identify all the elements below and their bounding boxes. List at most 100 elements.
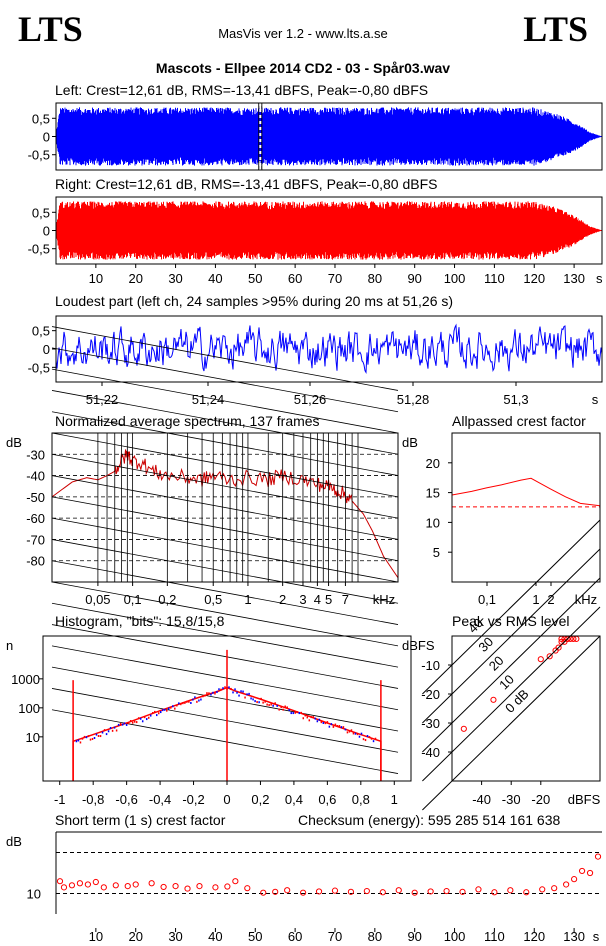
crest-point bbox=[539, 886, 546, 893]
y-tick-label: -0,5 bbox=[28, 148, 50, 163]
y-tick-label: 0,5 bbox=[32, 205, 50, 220]
crest-point bbox=[132, 881, 139, 888]
crest-point bbox=[475, 886, 482, 893]
y-tick-label: -30 bbox=[26, 447, 45, 462]
crest-point bbox=[212, 884, 219, 891]
crest-point bbox=[586, 869, 594, 877]
x-tick-label: 0,5 bbox=[204, 592, 222, 607]
spectrum-slope-line bbox=[51, 326, 399, 391]
crest-point bbox=[272, 888, 279, 895]
x-tick-label: kHz bbox=[575, 592, 597, 607]
crest-point bbox=[379, 889, 386, 896]
x-tick-label: 40 bbox=[208, 271, 222, 286]
crest-point bbox=[571, 876, 578, 883]
x-tick-label: 40 bbox=[208, 929, 222, 944]
loudest-frame bbox=[55, 315, 603, 383]
x-tick-label: s bbox=[593, 929, 600, 944]
waveform-1 bbox=[56, 201, 602, 260]
crest-point bbox=[100, 884, 107, 891]
y-tick-label: -40 bbox=[421, 745, 440, 760]
spectrum-slope-line bbox=[51, 517, 399, 583]
crest-point bbox=[284, 887, 291, 894]
x-tick-label: -0,6 bbox=[115, 792, 137, 807]
crest-point bbox=[523, 889, 530, 896]
x-tick-label: 10 bbox=[89, 271, 103, 286]
crest-point bbox=[363, 887, 370, 895]
spectrum-title: Normalized average spectrum, 137 frames bbox=[55, 413, 320, 429]
x-tick-label: 30 bbox=[168, 271, 182, 286]
y-tick-label: 100 bbox=[18, 701, 40, 716]
y-tick-label: 0,5 bbox=[32, 324, 50, 339]
crest-point bbox=[160, 883, 167, 891]
spectrum-slope-line bbox=[51, 602, 399, 668]
y-tick-label: -80 bbox=[26, 554, 45, 569]
spectrum-slope-line bbox=[51, 666, 399, 732]
crest-point bbox=[443, 887, 450, 895]
crest-point bbox=[148, 880, 155, 887]
crest-point bbox=[224, 883, 231, 890]
x-tick-label: 30 bbox=[168, 929, 182, 944]
crest-point bbox=[507, 887, 514, 894]
x-tick-label: -0,2 bbox=[182, 792, 204, 807]
spectrum-slope-line bbox=[51, 624, 399, 689]
waveform-0 bbox=[56, 107, 602, 166]
x-tick-label: dBFS bbox=[568, 792, 601, 807]
peak-rms-point bbox=[555, 644, 562, 651]
spectrum-slope-line bbox=[51, 539, 399, 604]
spectrum-slope-line bbox=[51, 347, 399, 413]
x-tick-label: 130 bbox=[563, 271, 585, 286]
crest-point bbox=[459, 888, 466, 895]
x-tick-label: 0,1 bbox=[124, 592, 142, 607]
x-tick-label: 90 bbox=[407, 271, 421, 286]
peak-rms-point bbox=[546, 653, 553, 660]
x-tick-label: 90 bbox=[407, 929, 421, 944]
y-tick-label: 15 bbox=[426, 486, 440, 501]
crest-point bbox=[299, 889, 307, 896]
y-tick-label: 10 bbox=[27, 887, 41, 902]
y-tick-label: -20 bbox=[421, 687, 440, 702]
x-tick-label: 0,05 bbox=[85, 592, 110, 607]
crest-point bbox=[172, 883, 179, 890]
x-tick-label: -40 bbox=[472, 792, 491, 807]
right-channel-title: Right: Crest=12,61 dB, RMS=-13,41 dBFS, … bbox=[55, 176, 438, 192]
crest-point bbox=[491, 889, 498, 896]
spectrum-slope-line bbox=[51, 453, 399, 519]
x-tick-label: 51,28 bbox=[397, 392, 430, 407]
x-tick-label: 50 bbox=[248, 271, 262, 286]
y-tick-label: 10 bbox=[26, 730, 40, 745]
x-tick-label: 130 bbox=[563, 929, 585, 944]
y-tick-label: 0,5 bbox=[32, 111, 50, 126]
crest-point bbox=[112, 882, 119, 889]
y-tick-label: 0 bbox=[43, 130, 50, 145]
x-tick-label: 120 bbox=[523, 929, 545, 944]
y-tick-label: -10 bbox=[421, 658, 440, 673]
histogram-title: Histogram, "bits": 15,8/15,8 bbox=[55, 613, 225, 629]
spectrum-trace bbox=[52, 449, 398, 579]
x-tick-label: 0,2 bbox=[251, 792, 269, 807]
y-tick-label: -0,5 bbox=[28, 242, 50, 257]
left-channel-title: Left: Crest=12,61 dB, RMS=-13,41 dBFS, P… bbox=[55, 82, 429, 98]
spectrum-frame bbox=[51, 432, 399, 583]
peak-rms-diagonal bbox=[422, 519, 601, 695]
crest-point bbox=[56, 878, 64, 885]
peak-rms-plot bbox=[460, 636, 580, 732]
loudest-zoom bbox=[56, 323, 602, 374]
spectrum-slope-line bbox=[51, 411, 399, 476]
x-tick-label: -20 bbox=[531, 792, 550, 807]
x-tick-label: 51,24 bbox=[192, 392, 225, 407]
x-tick-label: 60 bbox=[288, 929, 302, 944]
crest-point bbox=[411, 889, 418, 896]
x-tick-label: 0,8 bbox=[352, 792, 370, 807]
x-tick-label: 110 bbox=[484, 271, 505, 286]
spectrum-slope-line bbox=[51, 475, 399, 540]
diagonal-label: 20 bbox=[486, 653, 507, 674]
peak-rms-y-label: dBFS bbox=[402, 638, 435, 653]
x-tick-label: 10 bbox=[89, 929, 103, 944]
x-tick-label: 60 bbox=[288, 271, 302, 286]
x-tick-label: 120 bbox=[523, 271, 545, 286]
crest-point bbox=[196, 883, 203, 890]
peak-rms-title: Peak vs RMS level bbox=[452, 613, 570, 629]
diagonal-label: 30 bbox=[475, 634, 496, 655]
crest-y-label: dB bbox=[6, 834, 22, 849]
